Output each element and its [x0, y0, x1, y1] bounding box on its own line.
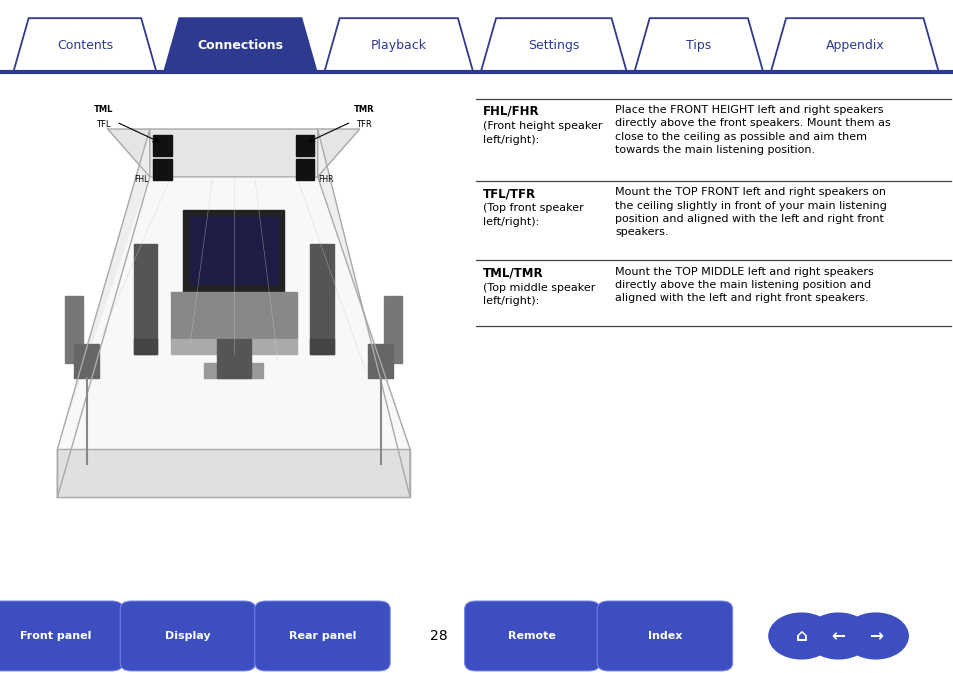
FancyBboxPatch shape [254, 601, 390, 671]
FancyBboxPatch shape [0, 601, 123, 671]
Bar [295, 135, 314, 156]
Text: TMR: TMR [354, 106, 374, 114]
Polygon shape [133, 244, 157, 354]
Text: speakers.: speakers. [615, 227, 668, 238]
Text: aligned with the left and right front speakers.: aligned with the left and right front sp… [615, 293, 868, 304]
Text: Rear panel: Rear panel [289, 631, 355, 641]
Polygon shape [225, 354, 242, 368]
Text: Front panel: Front panel [20, 631, 91, 641]
Text: left/right):: left/right): [482, 296, 538, 306]
Text: 28: 28 [430, 629, 447, 643]
Text: TFL: TFL [96, 120, 111, 129]
Polygon shape [74, 344, 99, 378]
Text: Mount the TOP FRONT left and right speakers on: Mount the TOP FRONT left and right speak… [615, 187, 885, 197]
Text: Place the FRONT HEIGHT left and right speakers: Place the FRONT HEIGHT left and right sp… [615, 105, 882, 115]
Text: directly above the main listening position and: directly above the main listening positi… [615, 280, 870, 290]
Circle shape [805, 613, 870, 659]
Polygon shape [171, 291, 296, 339]
Text: FHR: FHR [318, 174, 334, 184]
Polygon shape [310, 244, 334, 354]
FancyBboxPatch shape [464, 601, 599, 671]
Text: the ceiling slightly in front of your main listening: the ceiling slightly in front of your ma… [615, 201, 886, 211]
Text: Playback: Playback [371, 38, 426, 52]
Polygon shape [770, 18, 938, 72]
Polygon shape [204, 363, 263, 378]
Polygon shape [57, 177, 410, 450]
Text: FHL: FHL [134, 174, 149, 184]
FancyBboxPatch shape [120, 601, 255, 671]
Text: Connections: Connections [197, 38, 283, 52]
Text: (Top middle speaker: (Top middle speaker [482, 283, 595, 293]
Text: Settings: Settings [528, 38, 578, 52]
Polygon shape [324, 18, 473, 72]
Polygon shape [164, 18, 316, 72]
Polygon shape [368, 344, 393, 378]
Polygon shape [634, 18, 762, 72]
Polygon shape [133, 339, 157, 354]
Polygon shape [171, 339, 296, 354]
Text: Contents: Contents [57, 38, 112, 52]
Text: left/right):: left/right): [482, 135, 538, 145]
Text: position and aligned with the left and right front: position and aligned with the left and r… [615, 214, 883, 224]
Bar [153, 160, 172, 180]
Text: Index: Index [647, 631, 681, 641]
Text: Mount the TOP MIDDLE left and right speakers: Mount the TOP MIDDLE left and right spea… [615, 267, 873, 277]
Text: Tips: Tips [685, 38, 711, 52]
Text: TML/TMR: TML/TMR [482, 267, 543, 279]
Text: Display: Display [165, 631, 211, 641]
Polygon shape [317, 129, 410, 497]
Text: →: → [868, 627, 882, 645]
Text: TFR: TFR [355, 120, 372, 129]
Text: Appendix: Appendix [824, 38, 883, 52]
Text: Remote: Remote [508, 631, 556, 641]
Text: towards the main listening position.: towards the main listening position. [615, 145, 815, 155]
Text: FHL/FHR: FHL/FHR [482, 105, 538, 118]
Polygon shape [190, 217, 277, 285]
Text: directly above the front speakers. Mount them as: directly above the front speakers. Mount… [615, 118, 890, 129]
Text: ⌂: ⌂ [795, 627, 806, 645]
Polygon shape [183, 210, 284, 291]
Polygon shape [480, 18, 626, 72]
Polygon shape [310, 339, 334, 354]
Circle shape [768, 613, 833, 659]
Polygon shape [108, 129, 359, 177]
Text: TFL/TFR: TFL/TFR [482, 187, 536, 200]
Polygon shape [216, 339, 251, 378]
Polygon shape [384, 296, 402, 363]
Polygon shape [57, 450, 410, 497]
Text: left/right):: left/right): [482, 217, 538, 227]
Text: close to the ceiling as possible and aim them: close to the ceiling as possible and aim… [615, 132, 866, 142]
Circle shape [842, 613, 907, 659]
Text: TML: TML [93, 106, 113, 114]
Text: ←: ← [831, 627, 844, 645]
FancyBboxPatch shape [597, 601, 732, 671]
Bar [153, 135, 172, 156]
Text: (Top front speaker: (Top front speaker [482, 203, 583, 213]
Polygon shape [13, 18, 156, 72]
Text: (Front height speaker: (Front height speaker [482, 121, 601, 131]
Bar [295, 160, 314, 180]
Polygon shape [57, 129, 150, 497]
Polygon shape [65, 296, 83, 363]
